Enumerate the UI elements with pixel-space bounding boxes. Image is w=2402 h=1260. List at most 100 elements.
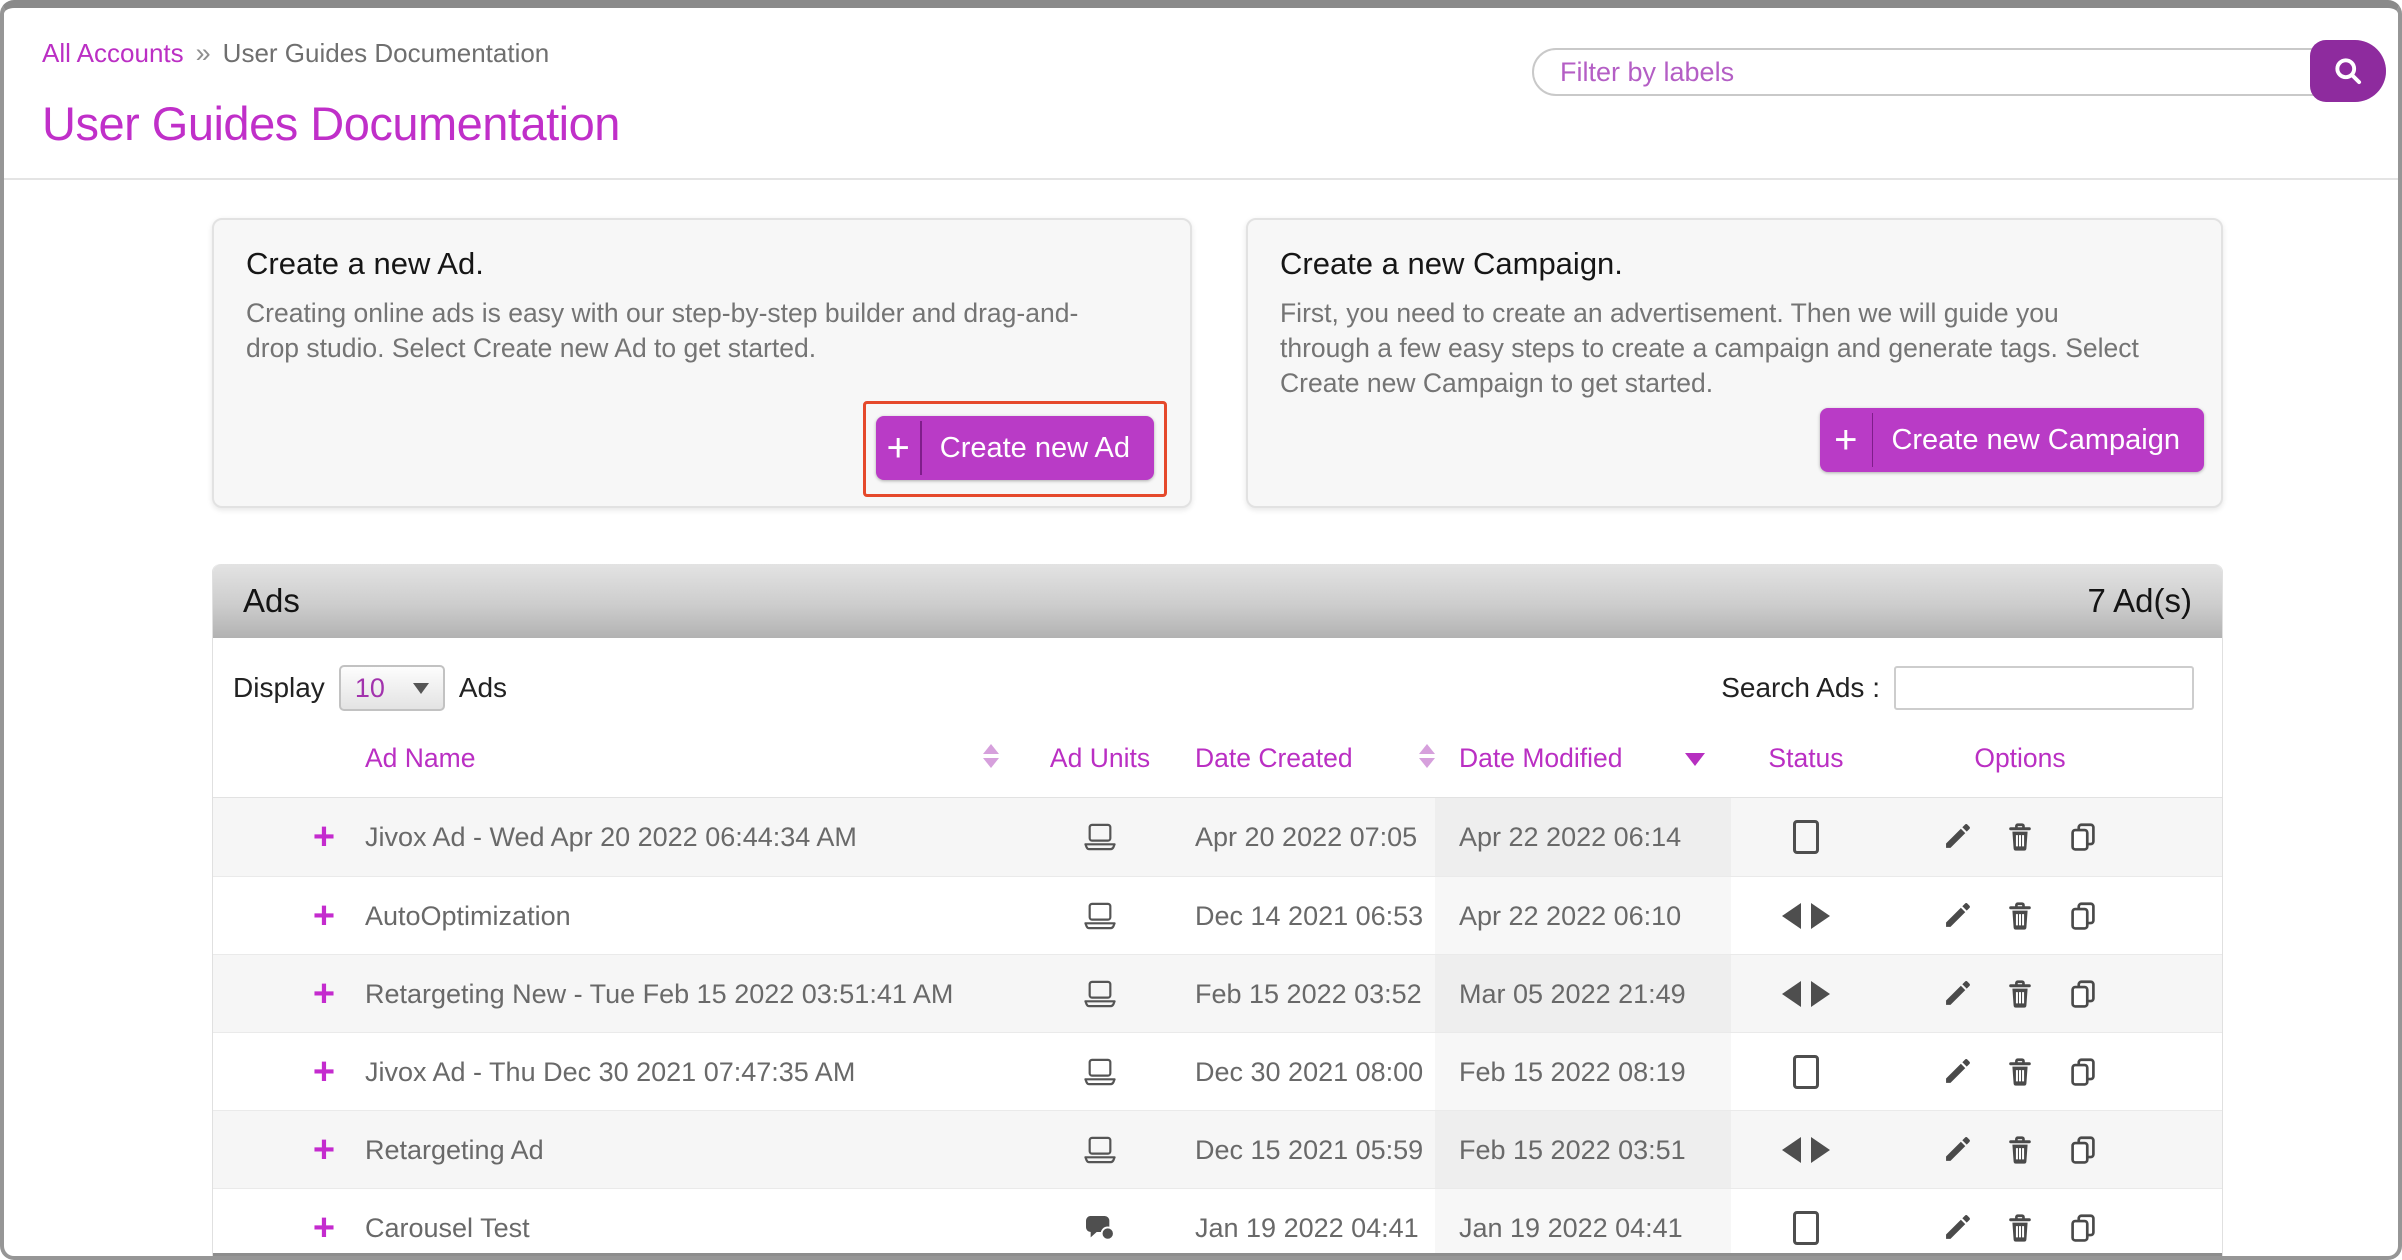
- date-created-cell: Dec 14 2021 06:53: [1195, 900, 1424, 931]
- edit-pencil-icon[interactable]: [1941, 1134, 1973, 1166]
- column-header-date-modified[interactable]: Date Modified: [1459, 743, 1623, 773]
- status-cell: [1729, 877, 1883, 955]
- search-icon: [2330, 53, 2366, 89]
- stopped-square-icon[interactable]: [1793, 1211, 1819, 1245]
- column-header-date-created[interactable]: Date Created: [1195, 743, 1353, 773]
- delete-trash-icon[interactable]: [2004, 1134, 2036, 1166]
- options-cell: [1881, 877, 2159, 955]
- options-cell: [1881, 798, 2159, 876]
- display-count-select[interactable]: 10: [338, 665, 445, 711]
- rewind-arrow-icon[interactable]: [1782, 1137, 1801, 1163]
- search-ads-input[interactable]: [1894, 666, 2194, 710]
- create-campaign-heading: Create a new Campaign.: [1280, 246, 1623, 281]
- filter-by-labels-input[interactable]: [1532, 48, 2386, 96]
- options-cell: [1881, 1111, 2159, 1189]
- copy-icon[interactable]: [2067, 978, 2099, 1010]
- edit-pencil-icon[interactable]: [1941, 900, 1973, 932]
- date-created-cell: Jan 19 2022 04:41: [1195, 1212, 1419, 1243]
- create-ad-panel: Create a new Ad. Creating online ads is …: [212, 218, 1192, 508]
- button-divider: [1871, 413, 1874, 467]
- chat-icon: [1084, 1212, 1116, 1244]
- create-campaign-description: First, you need to create an advertiseme…: [1280, 298, 2139, 399]
- ad-name-cell: Jivox Ad - Wed Apr 20 2022 06:44:34 AM: [365, 821, 857, 852]
- delete-trash-icon[interactable]: [2004, 900, 2036, 932]
- delete-trash-icon[interactable]: [2004, 821, 2036, 853]
- filter-search-button[interactable]: [2310, 40, 2386, 102]
- copy-icon[interactable]: [2067, 1134, 2099, 1166]
- ads-section-header-bar: Ads 7 Ad(s): [213, 564, 2222, 638]
- options-cell: [1881, 955, 2159, 1033]
- create-campaign-panel: Create a new Campaign. First, you need t…: [1246, 218, 2223, 508]
- plus-icon: +: [886, 426, 910, 470]
- laptop-icon: [1083, 901, 1117, 931]
- breadcrumb: All Accounts » User Guides Documentation: [42, 38, 549, 69]
- expand-plus-icon[interactable]: +: [312, 816, 336, 858]
- date-modified-cell: Jan 19 2022 04:41: [1435, 1189, 1731, 1256]
- expand-plus-icon[interactable]: +: [312, 973, 336, 1015]
- copy-icon[interactable]: [2067, 900, 2099, 932]
- copy-icon[interactable]: [2067, 821, 2099, 853]
- ad-name-cell: Retargeting Ad: [365, 1134, 544, 1165]
- breadcrumb-all-accounts-link[interactable]: All Accounts: [42, 38, 184, 68]
- edit-pencil-icon[interactable]: [1941, 978, 1973, 1010]
- status-cell: [1729, 1189, 1883, 1256]
- create-new-campaign-button[interactable]: + Create new Campaign: [1820, 408, 2204, 472]
- create-new-ad-button[interactable]: + Create new Ad: [876, 416, 1154, 480]
- title-divider: [4, 178, 2398, 180]
- date-created-cell: Apr 20 2022 07:05: [1195, 821, 1418, 852]
- edit-pencil-icon[interactable]: [1941, 1212, 1973, 1244]
- table-row: + Retargeting New - Tue Feb 15 2022 03:51…: [213, 954, 2222, 1032]
- date-modified-cell: Apr 22 2022 06:10: [1435, 877, 1731, 955]
- play-arrow-icon[interactable]: [1811, 903, 1830, 929]
- sort-descending-icon[interactable]: [1685, 753, 1705, 766]
- status-cell: [1729, 1033, 1883, 1111]
- status-cell: [1729, 798, 1883, 876]
- delete-trash-icon[interactable]: [2004, 1056, 2036, 1088]
- table-row: + Retargeting Ad Dec 15 2021 05:59 Feb 15 2…: [213, 1110, 2222, 1188]
- copy-icon[interactable]: [2067, 1056, 2099, 1088]
- delete-trash-icon[interactable]: [2004, 978, 2036, 1010]
- display-label: Display: [233, 672, 325, 703]
- table-body: + Jivox Ad - Wed Apr 20 2022 06:44:34 AM A…: [213, 798, 2222, 1256]
- play-arrow-icon[interactable]: [1811, 1137, 1830, 1163]
- chevron-down-icon: [412, 682, 429, 694]
- ad-name-cell: Retargeting New - Tue Feb 15 2022 03:51:…: [365, 978, 954, 1009]
- laptop-icon: [1083, 1135, 1117, 1165]
- delete-trash-icon[interactable]: [2004, 1212, 2036, 1244]
- search-ads-label: Search Ads :: [1721, 672, 1880, 703]
- date-created-cell: Dec 15 2021 05:59: [1195, 1134, 1424, 1165]
- edit-pencil-icon[interactable]: [1941, 1056, 1973, 1088]
- plus-icon: +: [1834, 418, 1858, 462]
- expand-plus-icon[interactable]: +: [312, 1051, 336, 1093]
- laptop-icon: [1083, 822, 1117, 852]
- expand-plus-icon[interactable]: +: [312, 895, 336, 937]
- stopped-square-icon[interactable]: [1793, 1055, 1819, 1089]
- sort-icon[interactable]: [983, 744, 999, 768]
- stopped-square-icon[interactable]: [1793, 820, 1819, 854]
- copy-icon[interactable]: [2067, 1212, 2099, 1244]
- date-modified-cell: Feb 15 2022 03:51: [1435, 1111, 1731, 1189]
- breadcrumb-current: User Guides Documentation: [222, 38, 550, 68]
- button-divider: [920, 421, 922, 475]
- table-header-row: Ad Name Ad Units Date Created Date Modif…: [213, 718, 2222, 798]
- expand-plus-icon[interactable]: +: [312, 1207, 336, 1249]
- play-arrow-icon[interactable]: [1811, 981, 1830, 1007]
- rewind-arrow-icon[interactable]: [1782, 981, 1801, 1007]
- edit-pencil-icon[interactable]: [1941, 821, 1973, 853]
- ads-count-badge: 7 Ad(s): [2087, 582, 2192, 619]
- options-cell: [1881, 1033, 2159, 1111]
- date-modified-cell: Mar 05 2022 21:49: [1435, 955, 1731, 1033]
- date-modified-cell: Apr 22 2022 06:14: [1435, 798, 1731, 876]
- status-cell: [1729, 1111, 1883, 1189]
- column-header-options: Options: [1974, 743, 2066, 773]
- ads-section-title: Ads: [243, 582, 300, 619]
- expand-plus-icon[interactable]: +: [312, 1129, 336, 1171]
- column-header-ad-name[interactable]: Ad Name: [365, 743, 476, 773]
- status-cell: [1729, 955, 1883, 1033]
- table-row: + Jivox Ad - Thu Dec 30 2021 07:47:35 AM D…: [213, 1032, 2222, 1110]
- sort-icon[interactable]: [1419, 744, 1435, 768]
- ad-name-cell: Carousel Test: [365, 1212, 530, 1243]
- ad-name-cell: AutoOptimization: [365, 900, 571, 931]
- rewind-arrow-icon[interactable]: [1782, 903, 1801, 929]
